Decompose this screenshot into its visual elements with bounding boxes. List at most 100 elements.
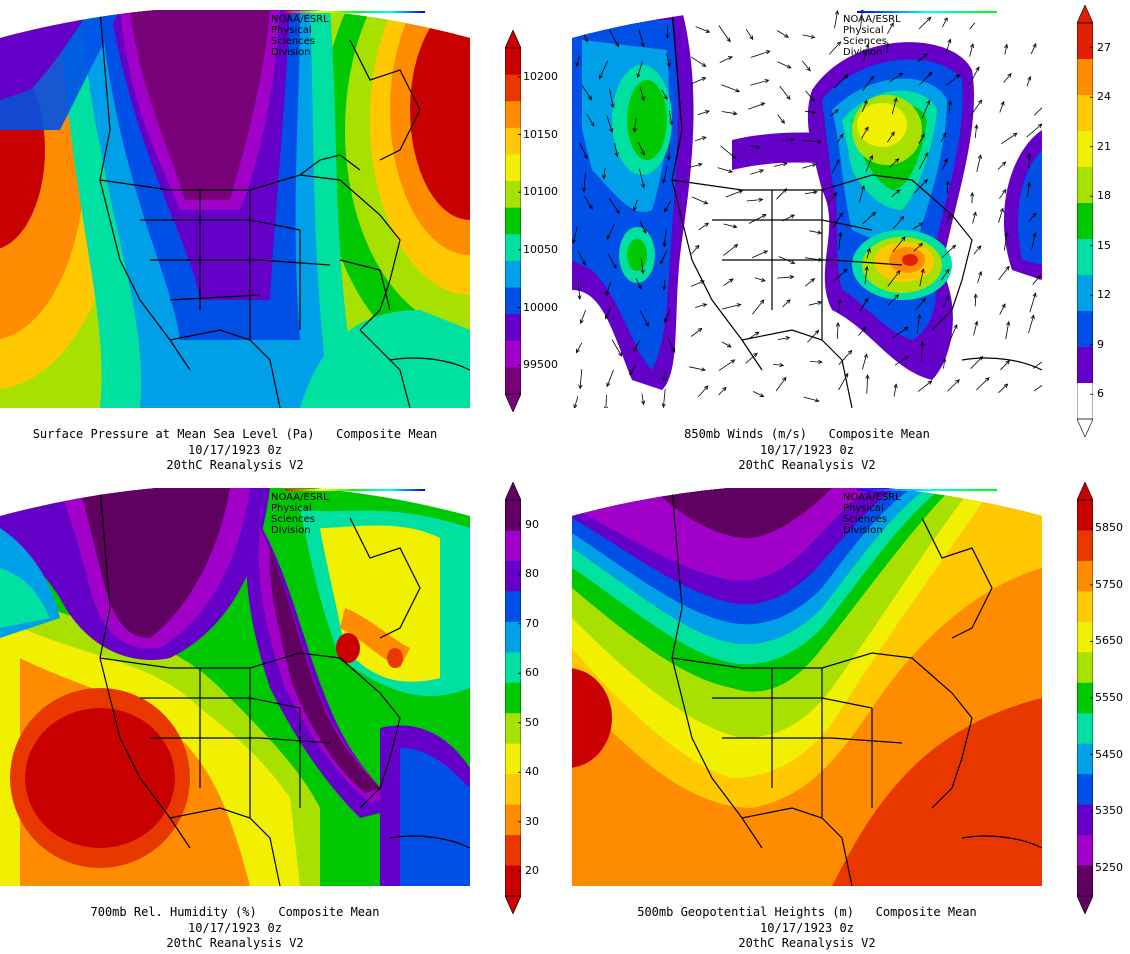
colorbar-swatch: [505, 835, 521, 867]
credit-noaa: NOAA/ESRL Physical Sciences Division: [271, 14, 329, 58]
wind-vector-head: [1006, 320, 1011, 326]
wind-vector-head: [920, 268, 925, 274]
colorbar-outline: [1077, 499, 1093, 897]
wind-vector: [998, 208, 1004, 223]
wind-vector-head: [838, 212, 843, 217]
wind-vector-head: [575, 348, 580, 354]
colorbar-label: 12: [1097, 288, 1111, 302]
colorbar-swatch: [505, 621, 521, 653]
wind-vector: [750, 50, 770, 58]
wind-vector: [917, 380, 932, 392]
wind-vector-head: [605, 290, 610, 296]
wind-vector-head: [864, 297, 869, 303]
wind-vector: [828, 41, 841, 55]
panel-source: 20thC Reanalysis V2: [738, 458, 876, 472]
wind-vector-head: [1007, 72, 1012, 78]
wind-vector: [889, 72, 903, 83]
wind-vector-head: [784, 33, 789, 38]
wind-vector: [807, 330, 819, 343]
wind-vector: [887, 131, 895, 143]
wind-vector: [663, 370, 666, 381]
colorbar-swatch: [505, 74, 521, 102]
wind-vector-head: [703, 385, 709, 391]
wind-vector-head: [866, 247, 871, 253]
wind-vector-head: [898, 72, 904, 77]
colorbar-label: 60: [525, 666, 539, 680]
colorbar-swatch: [505, 287, 521, 315]
colorbar-outline: [505, 47, 521, 395]
wind-vector-head: [701, 62, 707, 67]
wind-vector: [605, 394, 607, 408]
colorbar-label: 80: [525, 567, 539, 581]
wind-vector: [998, 189, 1007, 199]
colorbar-swatch: [505, 101, 521, 129]
wind-vector-head: [697, 162, 703, 167]
wind-vector-head: [756, 145, 761, 150]
wind-vector-head: [583, 154, 588, 160]
wind-vector: [891, 98, 897, 115]
credit-noaa: NOAA/ESRL Physical Sciences Division: [843, 492, 901, 536]
wind-vector: [751, 299, 765, 315]
credit-underline: [285, 489, 425, 491]
wind-vector-head: [730, 359, 736, 364]
wind-vector-head: [632, 348, 637, 353]
colorbar-top-arrow: [505, 482, 521, 501]
wind-vector-head: [701, 77, 707, 81]
wind-vector-head: [871, 211, 877, 217]
colorbar-top-arrow: [1077, 482, 1093, 501]
wind-vector: [864, 266, 868, 284]
colorbar-label: 70: [525, 616, 539, 630]
wind-vector-head: [633, 206, 637, 212]
wind-vector: [1032, 275, 1041, 285]
wind-vector-head: [602, 174, 607, 180]
caption-slp: Surface Pressure at Mean Sea Level (Pa) …: [0, 427, 470, 474]
wind-vector: [637, 61, 643, 78]
credit-underline: [857, 11, 997, 13]
wind-vector-head: [817, 139, 823, 144]
wind-vector-head: [926, 16, 932, 22]
colorbar-label: 6: [1097, 387, 1104, 401]
wind-vector-head: [642, 229, 647, 234]
wind-vector-head: [582, 187, 587, 193]
wind-vector: [695, 26, 710, 33]
wind-vector-head: [863, 99, 868, 105]
panel-date: 10/17/1923 0z: [188, 920, 282, 935]
colorbar-swatch: [1077, 621, 1093, 653]
wind-vector-head: [978, 355, 984, 361]
wind-vector: [865, 155, 873, 172]
wind-vector-head: [893, 97, 898, 103]
wind-vector: [940, 132, 947, 143]
wind-vector: [941, 245, 956, 258]
wind-vector: [577, 280, 581, 300]
wind-vector: [974, 124, 978, 139]
wind-vector: [894, 356, 909, 366]
wind-vector: [773, 163, 787, 167]
wind-vector-head: [763, 250, 769, 255]
wind-vector: [607, 253, 617, 269]
wind-vector: [779, 85, 791, 100]
colorbar-500mb-heights: 5850 5750 5650 5550 5450 5350 5250: [1077, 482, 1130, 914]
wind-vector-head: [955, 379, 960, 384]
wind-vector-head: [779, 362, 785, 368]
wind-vector-head: [1009, 14, 1014, 19]
wind-vector-head: [644, 322, 649, 327]
wind-vector: [638, 142, 645, 156]
wind-vector-head: [1036, 275, 1041, 280]
wind-vector-head: [839, 133, 844, 139]
wind-vector: [969, 43, 974, 57]
wind-vector-head: [889, 22, 894, 28]
wind-vector: [945, 214, 951, 226]
wind-vector: [753, 391, 764, 397]
wind-vector-head: [942, 357, 947, 363]
wind-vector-head: [789, 275, 795, 280]
wind-vector-head: [1030, 314, 1035, 320]
wind-vector-head: [814, 398, 820, 403]
wind-vector: [574, 396, 579, 408]
colorbar-swatch: [1077, 383, 1093, 420]
colorbar-label: 5350: [1095, 804, 1123, 818]
wind-vector-head: [759, 169, 764, 174]
wind-vector: [918, 133, 925, 144]
wind-vector: [577, 250, 586, 265]
wind-vector: [945, 74, 960, 86]
wind-vector: [718, 387, 727, 396]
